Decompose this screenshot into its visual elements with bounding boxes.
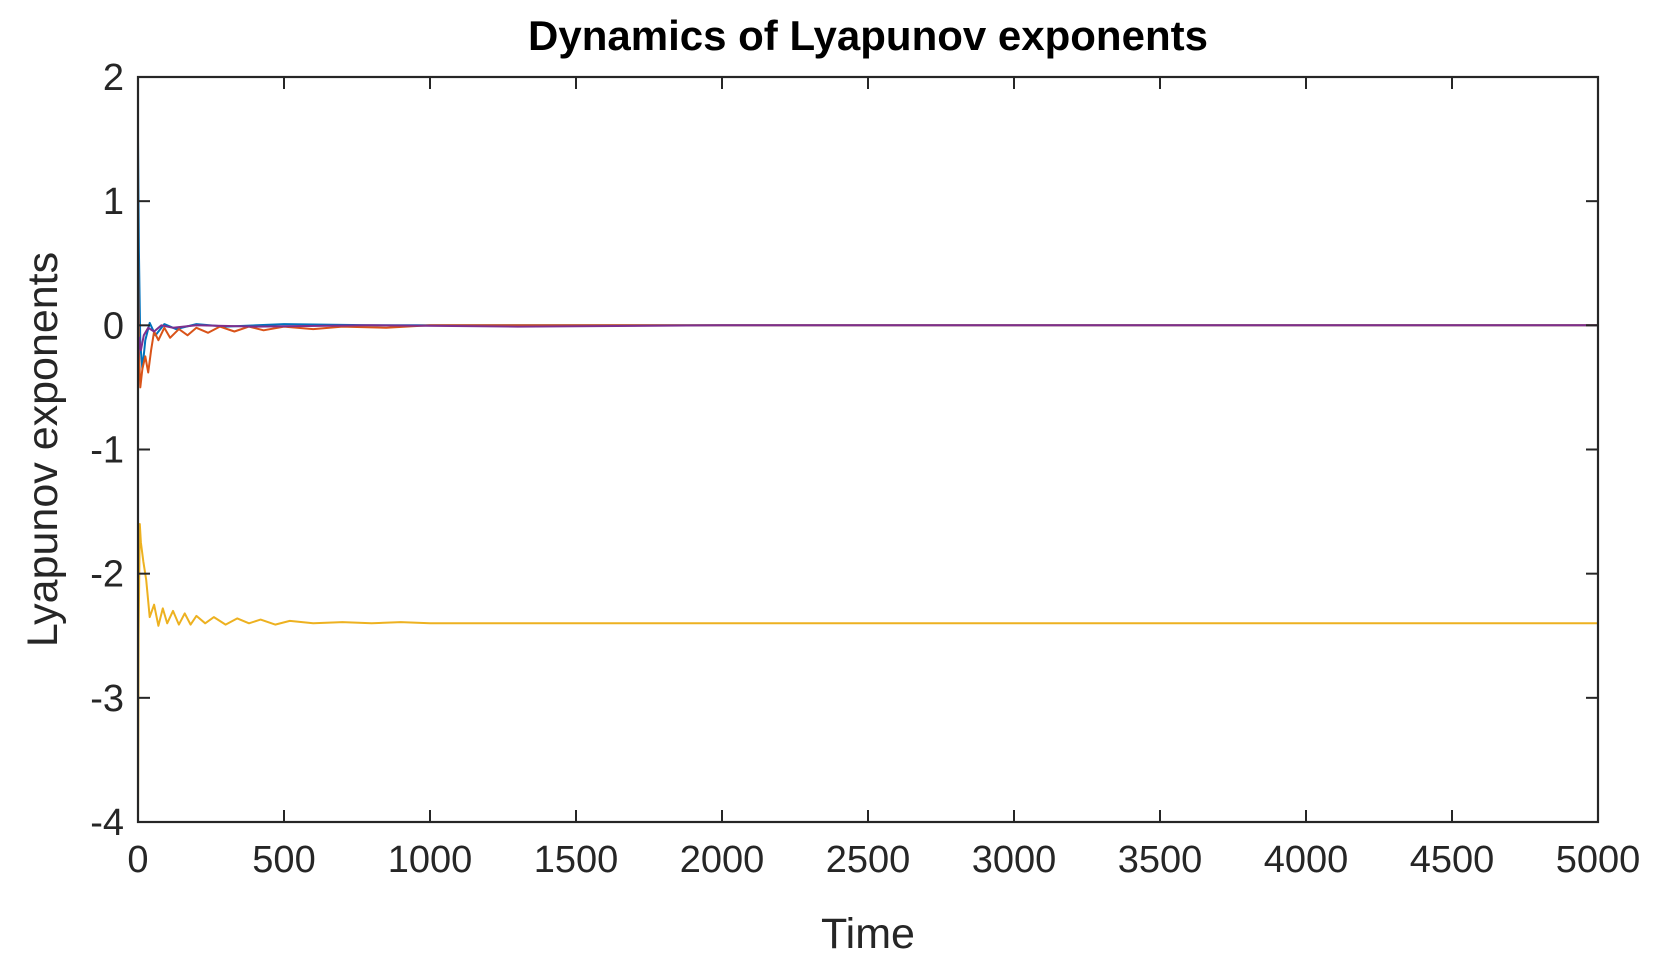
y-tick-label: -1 [90, 430, 124, 472]
y-tick-label: 1 [103, 181, 124, 223]
tick-layer: 0 500 1000 1500 2000 2500 3000 3500 4000 4500 5000… [90, 57, 1640, 881]
series-layer [137, 139, 1598, 823]
y-tick-label: 2 [103, 57, 124, 99]
x-tick-label: 3000 [972, 839, 1057, 881]
y-tick-label: -2 [90, 554, 124, 596]
y-tick-label: -4 [90, 802, 124, 844]
series-line-4 [137, 324, 1598, 363]
series-line-3 [137, 523, 1598, 823]
x-tick-label: 4000 [1264, 839, 1349, 881]
chart-title: Dynamics of Lyapunov exponents [528, 12, 1208, 59]
y-tick-label: -3 [90, 678, 124, 720]
x-tick-label: 1000 [388, 839, 473, 881]
x-tick-label: 5000 [1556, 839, 1641, 881]
y-axis-label: Lyapunov exponents [19, 252, 67, 647]
x-axis-label: Time [821, 910, 915, 958]
x-tick-label: 3500 [1118, 839, 1203, 881]
x-tick-label: 2500 [826, 839, 911, 881]
plot-area [138, 77, 1598, 822]
x-tick-label: 500 [252, 839, 315, 881]
x-tick-label: 2000 [680, 839, 765, 881]
x-tick-label: 4500 [1410, 839, 1495, 881]
y-tick-label: 0 [103, 305, 124, 347]
axes-box [136, 75, 1600, 824]
x-tick-label: 1500 [534, 839, 619, 881]
x-tick-label: 0 [127, 839, 148, 881]
